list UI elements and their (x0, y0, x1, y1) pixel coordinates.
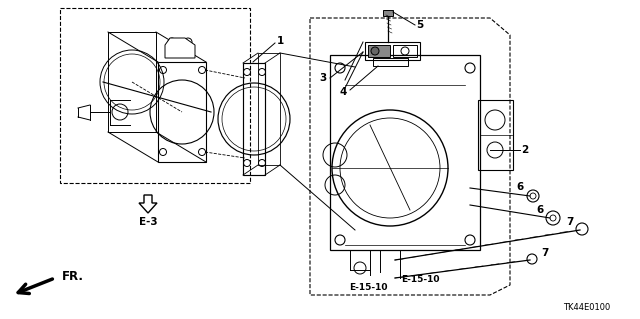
Text: TK44E0100: TK44E0100 (563, 303, 610, 313)
Text: 3: 3 (319, 73, 326, 83)
Bar (243, 63, 265, 175)
Bar (60, 8, 250, 183)
Text: E-15-10: E-15-10 (401, 276, 439, 285)
Text: 2: 2 (522, 145, 529, 155)
Text: 7: 7 (566, 217, 573, 227)
Bar (393, 45, 417, 57)
Circle shape (371, 47, 379, 55)
Text: FR.: FR. (62, 270, 84, 283)
Bar (258, 53, 280, 165)
Text: 4: 4 (339, 87, 347, 97)
Polygon shape (139, 195, 157, 213)
Bar (478, 100, 513, 170)
Text: E-3: E-3 (139, 217, 157, 227)
Bar (158, 62, 206, 162)
Bar (365, 42, 420, 60)
Text: 1: 1 (276, 36, 284, 46)
Polygon shape (165, 38, 195, 58)
Bar (368, 45, 390, 57)
Text: 5: 5 (417, 20, 424, 30)
Bar (373, 58, 408, 66)
Text: E-15-10: E-15-10 (349, 283, 387, 292)
Polygon shape (310, 18, 510, 295)
Text: 6: 6 (516, 182, 524, 192)
Bar (383, 10, 393, 16)
Bar (330, 55, 480, 250)
Text: 7: 7 (541, 248, 548, 258)
Text: 6: 6 (536, 205, 543, 215)
Bar (108, 32, 156, 132)
